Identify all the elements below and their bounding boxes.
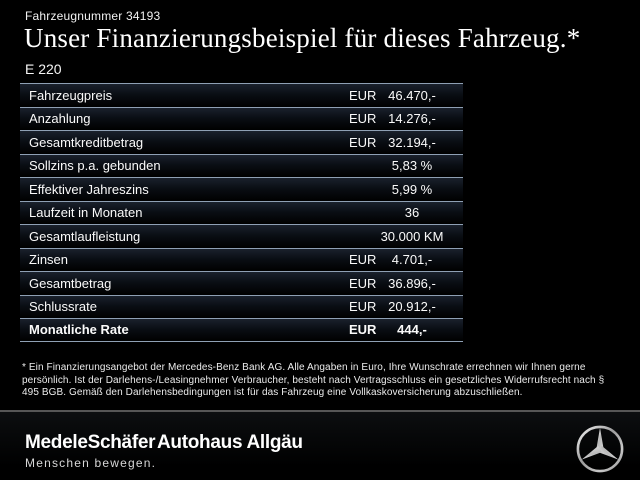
table-row: Schlussrate EUR 20.912,- [20, 294, 463, 318]
row-value: 4.701,- [391, 252, 433, 268]
table-row: Sollzins p.a. gebunden 5,83 % [20, 153, 463, 177]
row-label: Fahrzeugpreis [29, 87, 113, 103]
row-label: Gesamtkreditbetrag [29, 134, 144, 150]
table-row: Gesamtbetrag EUR 36.896,- [20, 271, 463, 295]
row-value: 20.912,- [388, 299, 436, 315]
row-currency: EUR [349, 275, 377, 291]
row-currency: EUR [349, 134, 377, 150]
row-currency: EUR [349, 111, 377, 127]
table-row: Zinsen EUR 4.701,- [20, 247, 463, 271]
row-label: Schlussrate [29, 299, 97, 315]
row-label: Effektiver Jahreszins [29, 181, 149, 197]
dealer-logo-autohaus-allgaeu: Autohaus Allgäu [157, 432, 303, 453]
dealer-tagline: Menschen bewegen. [25, 456, 157, 470]
table-row: Gesamtkreditbetrag EUR 32.194,- [20, 130, 463, 154]
page-title: Unser Finanzierungsbeispiel für dieses F… [24, 23, 581, 53]
row-value: 14.276,- [388, 111, 436, 127]
table-row: Gesamtlaufleistung 30.000 KM [20, 224, 463, 248]
row-value: 32.194,- [388, 134, 436, 150]
table-row: Anzahlung EUR 14.276,- [20, 106, 463, 130]
row-label: Gesamtlaufleistung [29, 228, 141, 244]
row-value: 36 [404, 205, 420, 221]
row-currency: EUR [349, 299, 377, 315]
financing-footnote: * Ein Finanzierungsangebot der Mercedes-… [22, 362, 605, 398]
row-label: Gesamtbetrag [29, 275, 112, 291]
table-row: Monatliche Rate EUR 444,- [20, 318, 463, 342]
row-label: Monatliche Rate [29, 322, 129, 338]
row-value: 46.470,- [388, 87, 436, 103]
row-value: 5,99 % [391, 181, 433, 197]
row-currency: EUR [349, 87, 377, 103]
row-value: 30.000 KM [380, 228, 444, 244]
financing-table: Fahrzeugpreis EUR 46.470,- Anzahlung EUR… [20, 83, 463, 342]
mercedes-star-icon [576, 425, 624, 473]
table-row: Effektiver Jahreszins 5,99 % [20, 177, 463, 201]
row-value: 444,- [397, 322, 427, 338]
vehicle-model: E 220 [25, 61, 62, 77]
dealer-logo-medele-schaefer: MedeleSchäfer [25, 432, 156, 453]
row-currency: EUR [349, 322, 377, 338]
footer: MedeleSchäfer Autohaus Allgäu Menschen b… [0, 412, 640, 480]
table-row: Fahrzeugpreis EUR 46.470,- [20, 83, 463, 107]
row-value: 36.896,- [388, 275, 436, 291]
row-value: 5,83 % [391, 158, 433, 174]
row-label: Zinsen [29, 252, 69, 268]
table-row: Laufzeit in Monaten 36 [20, 200, 463, 224]
row-label: Anzahlung [29, 111, 91, 127]
footer-divider [0, 410, 640, 412]
row-label: Laufzeit in Monaten [29, 205, 143, 221]
vehicle-number: Fahrzeugnummer 34193 [25, 9, 161, 23]
row-label: Sollzins p.a. gebunden [29, 158, 161, 174]
row-currency: EUR [349, 252, 377, 268]
